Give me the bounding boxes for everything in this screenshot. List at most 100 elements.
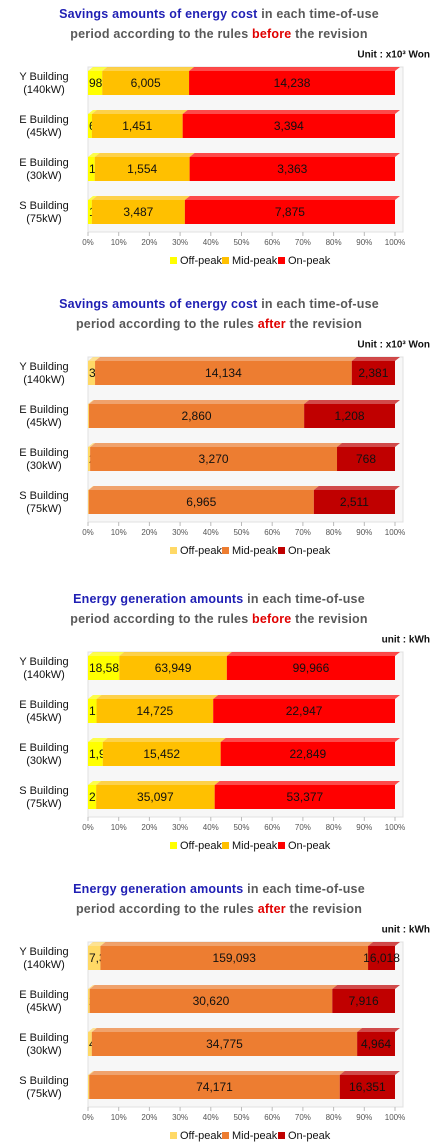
x-tick-label: 70% [295,1113,311,1122]
bar-segment [313,490,395,514]
bar-top [88,652,125,656]
bar-segment [88,742,103,766]
bar-segment [88,946,101,970]
category-line: (30kW) [26,460,61,472]
title-part: the revision [289,902,363,916]
value-label: 99,966 [293,661,330,675]
bar-segment [88,785,97,809]
title-part: period according to the rules [75,902,255,916]
chart: Savings amounts of energy cost in each t… [0,290,438,585]
title-part: the revision [289,317,363,331]
chart-plot: Unit : x10³ Won 0% 10% 20% 30% 40% 50% 60% 70% 80… [19,50,430,267]
bar-top [89,985,338,989]
legend-swatch [278,1132,285,1139]
bar-segment [96,785,215,809]
title-part: the revision [295,612,368,626]
bar-top [91,110,188,114]
x-tick-label: 40% [203,528,219,537]
chart-title: Energy generation amounts in each time-o… [0,589,438,629]
title-part: the revision [295,27,368,41]
legend-label: On-peak [288,840,331,852]
bar-top [88,110,97,114]
category-label: E Building (45kW) [19,404,69,429]
bar-segment [213,699,395,723]
bar-top [96,781,220,785]
category-line: S Building [19,200,69,212]
legend-swatch [278,257,285,264]
x-tick-label: 0% [82,238,94,247]
legend-swatch [170,842,177,849]
value-label: 4,964 [361,1037,391,1051]
category-label: E Building (45kW) [19,699,69,724]
bar-segment [90,447,338,471]
x-tick-label: 100% [385,528,405,537]
bar-segment [88,114,92,138]
x-tick-label: 20% [141,1113,157,1122]
bar-top [214,781,400,785]
bar-top [88,196,97,200]
x-tick-label: 50% [233,238,249,247]
x-tick-label: 30% [172,1113,188,1122]
title-part: Energy generation amounts [73,882,244,896]
bar-segment [89,1075,340,1099]
bar-top [189,153,400,157]
category-label: S Building (75kW) [19,785,69,810]
chart: Energy generation amounts in each time-o… [0,585,438,875]
legend-swatch [278,547,285,554]
value-label: 63,949 [155,661,192,675]
x-tick-label: 0% [82,528,94,537]
legend-label: Mid-peak [232,255,278,267]
category-line: (140kW) [23,959,65,971]
category-line: (140kW) [23,84,65,96]
bar-segment [182,114,395,138]
category-label: E Building (45kW) [19,989,69,1014]
legend-swatch [222,257,229,264]
category-line: (45kW) [26,712,61,724]
bar-top [184,196,400,200]
chart: Savings amounts of energy cost in each t… [0,0,438,290]
value-label: 15,452 [143,747,180,761]
x-tick-label: 10% [111,238,127,247]
bar-segment [88,200,92,224]
bar-top [88,400,94,404]
x-tick-label: 90% [356,823,372,832]
bar-top [339,1071,400,1075]
legend-label: On-peak [288,545,331,557]
bar-segment [184,200,395,224]
category-line: (45kW) [26,1002,61,1014]
legend-label: On-peak [288,255,331,267]
value-label: 53,377 [286,790,323,804]
bar-segment [91,114,183,138]
value-label: 2,381 [358,366,388,380]
legend-label: Off-peak [180,545,222,557]
bar-top [88,1071,95,1075]
category-line: Y Building [19,656,68,668]
x-tick-label: 20% [141,238,157,247]
category-line: (140kW) [23,669,65,681]
bar-top [88,153,100,157]
bar-top [91,196,190,200]
legend-swatch [222,1132,229,1139]
chart-plot: unit : kWh 0% 10% 20% 30% 40% 50% 60% 70% 80% 90% 1… [19,925,430,1142]
bar-top [88,486,319,490]
value-label: 6,965 [186,495,216,509]
bar-top [88,985,95,989]
legend-swatch [170,547,177,554]
bar-top [102,67,195,71]
chart-title: Energy generation amounts in each time-o… [0,879,438,919]
title-part: period according to the rules [70,612,249,626]
category-label: Y Building (140kW) [19,656,68,681]
category-line: Y Building [19,71,68,83]
bar-segment [89,989,333,1013]
bar-segment [368,946,395,970]
category-line: (75kW) [26,798,61,810]
category-line: (45kW) [26,127,61,139]
bar-segment [95,361,352,385]
value-label: 6,005 [131,76,161,90]
bar-segment [220,742,395,766]
category-line: Y Building [19,946,68,958]
unit-label: Unit : x10³ Won [357,340,430,351]
bar-top [88,67,108,71]
title-part: in each time-of-use [247,882,365,896]
